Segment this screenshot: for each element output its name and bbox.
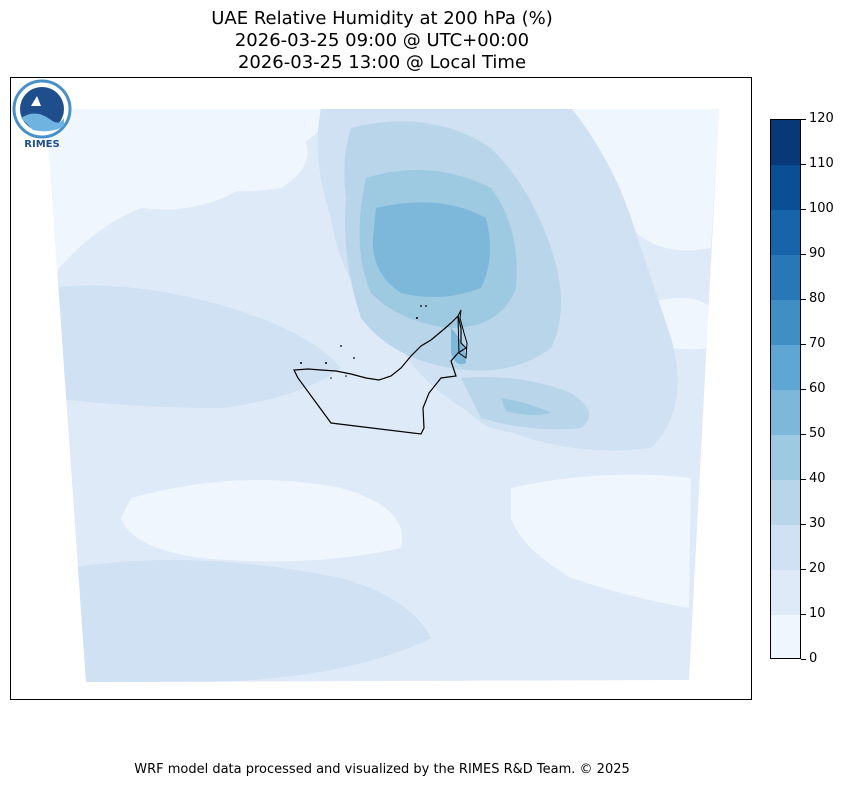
credit-footer: WRF model data processed and visualized … <box>134 762 630 777</box>
colorbar-segment <box>771 255 800 300</box>
rh-band-0-10-north <box>161 126 308 192</box>
colorbar-tick <box>801 253 806 255</box>
colorbar-tick <box>801 298 806 300</box>
colorbar-tick <box>801 523 806 525</box>
colorbar-segment <box>771 525 800 570</box>
colorbar-segment <box>771 435 800 480</box>
colorbar-segment <box>771 615 800 658</box>
rh-band-50-60-southeast <box>501 398 551 416</box>
rimes-logo: RIMES <box>12 79 72 150</box>
colorbar-tick <box>801 163 806 165</box>
colorbar-tick-label: 30 <box>809 516 826 531</box>
colorbar-tick <box>801 208 806 210</box>
rh-band-30-40-southeast <box>461 377 589 430</box>
colorbar-tick <box>801 433 806 435</box>
colorbar: 0 10 20 30 40 50 60 70 80 90 100 110 120 <box>770 112 840 666</box>
colorbar-tick <box>801 613 806 615</box>
rh-band-50-60-core <box>372 202 490 297</box>
colorbar-tick-label: 100 <box>809 201 834 216</box>
local-time-subtitle: 2026-03-25 13:00 @ Local Time <box>237 52 527 73</box>
colorbar-segment <box>771 480 800 525</box>
colorbar-tick-label: 80 <box>809 291 826 306</box>
colorbar-tick <box>801 343 806 345</box>
colorbar-segment <box>771 210 800 255</box>
colorbar-tick-label: 90 <box>809 246 826 261</box>
colorbar-gradient <box>770 119 801 659</box>
colorbar-tick <box>801 568 806 570</box>
islands <box>300 305 427 379</box>
colorbar-segment <box>771 165 800 210</box>
colorbar-tick-label: 110 <box>809 156 834 171</box>
colorbar-tick-label: 0 <box>809 651 818 666</box>
logo-text: RIMES <box>24 139 59 150</box>
colorbar-segment <box>771 390 800 435</box>
colorbar-segment <box>771 345 800 390</box>
humidity-map <box>46 109 719 682</box>
colorbar-tick-label: 120 <box>809 111 834 126</box>
rh-band-0-10-east <box>571 109 719 251</box>
colorbar-tick-label: 60 <box>809 381 826 396</box>
map-title: UAE Relative Humidity at 200 hPa (%) <box>211 8 553 29</box>
colorbar-segment <box>771 570 800 615</box>
colorbar-tick <box>801 388 806 390</box>
colorbar-tick-label: 70 <box>809 336 826 351</box>
colorbar-tick-label: 40 <box>809 471 826 486</box>
map-panel: RIMES <box>10 77 752 700</box>
musandam-outline <box>457 309 468 359</box>
colorbar-tick-label: 20 <box>809 561 826 576</box>
colorbar-tick <box>801 658 806 660</box>
colorbar-segment <box>771 120 800 165</box>
utc-time-subtitle: 2026-03-25 09:00 @ UTC+00:00 <box>234 30 530 51</box>
rh-band-20-30-southwest <box>71 560 431 682</box>
colorbar-tick-label: 50 <box>809 426 826 441</box>
colorbar-tick-label: 10 <box>809 606 826 621</box>
colorbar-tick <box>801 118 806 120</box>
rh-band-0-10-southeast <box>511 474 691 608</box>
rh-band-0-10-southwest <box>121 480 403 562</box>
colorbar-tick <box>801 478 806 480</box>
rh-band-20-30-west <box>46 285 341 408</box>
colorbar-segment <box>771 300 800 345</box>
